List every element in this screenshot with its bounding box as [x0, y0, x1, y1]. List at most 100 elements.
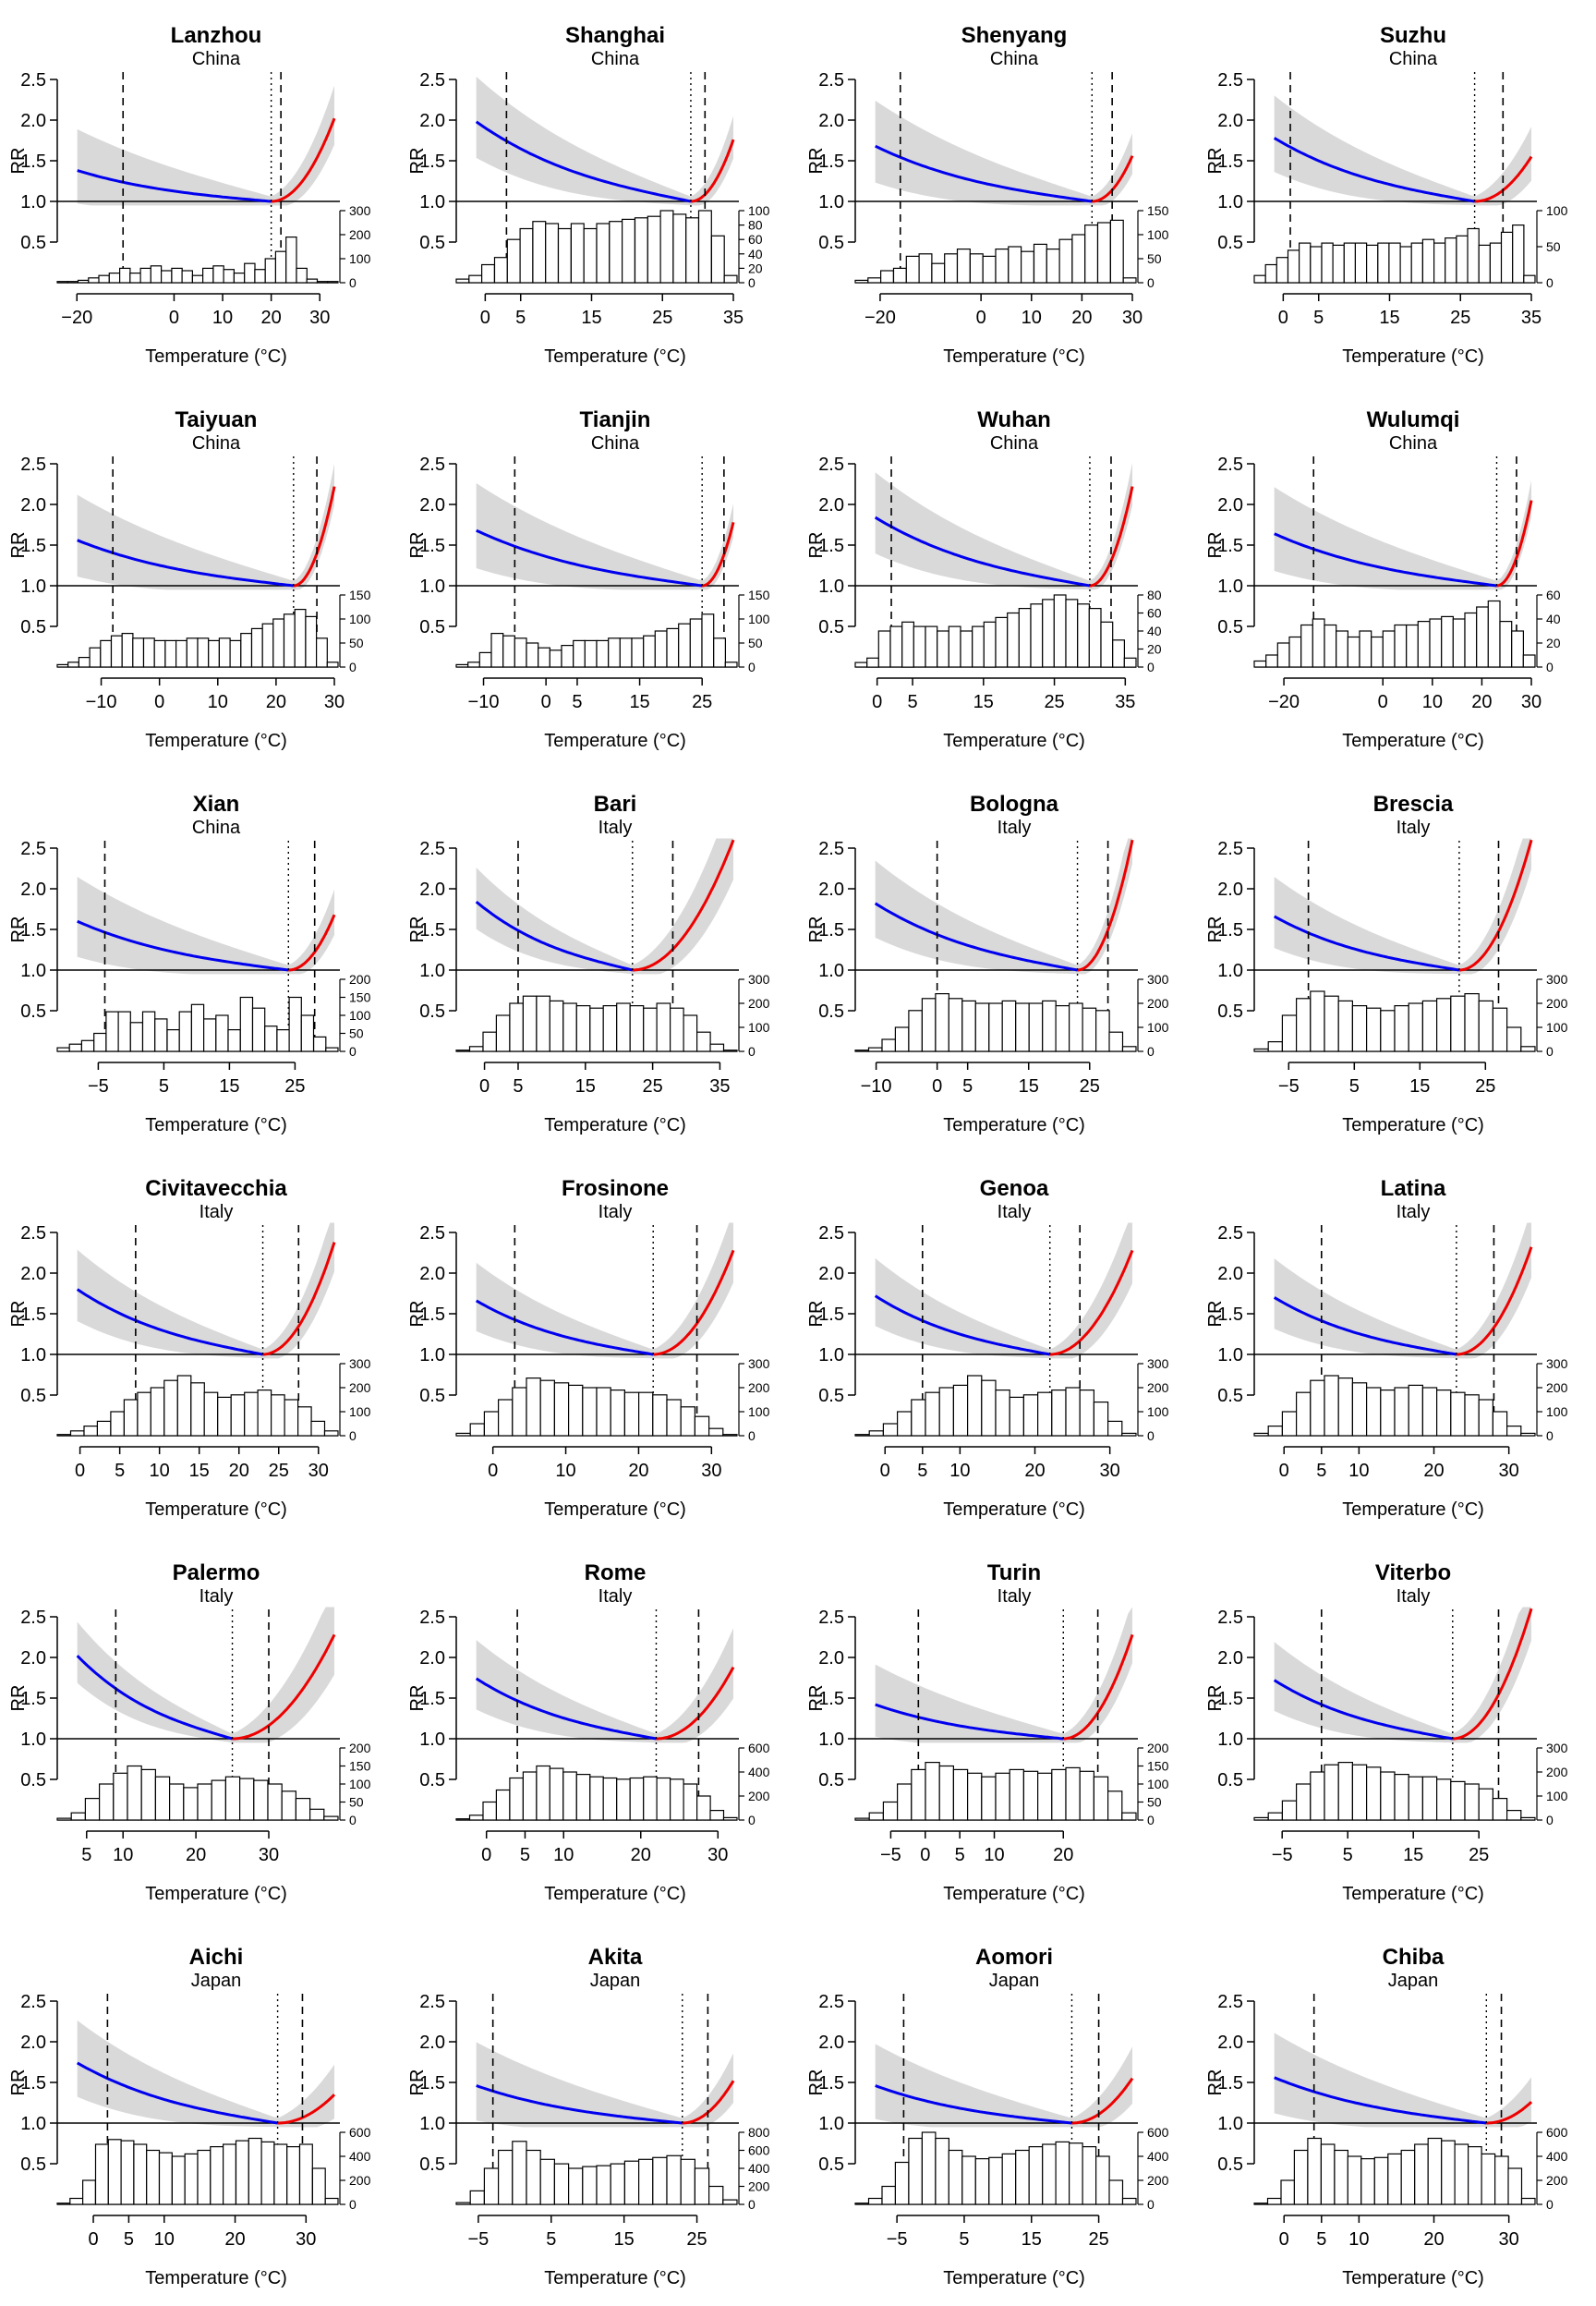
histogram-bar	[568, 1384, 584, 1437]
temperature-tick-label: 5	[115, 1461, 125, 1481]
panel-title: Xian	[193, 792, 240, 817]
heat-effect-curve	[1077, 839, 1134, 972]
panel-title: Wuhan	[977, 407, 1051, 432]
x-axis-label: Temperature (°C)	[1342, 1499, 1484, 1520]
temperature-tick-label: 10	[154, 2229, 175, 2250]
temperature-axis: 0 5 15 25 35	[480, 293, 744, 328]
histogram-bar	[582, 1387, 598, 1437]
rr-tick-label: 2.0	[818, 1648, 844, 1669]
temperature-axis: −20 0 10 20 30	[1268, 677, 1542, 712]
histogram-bar	[1436, 1390, 1452, 1437]
histogram-bar	[1347, 2155, 1362, 2205]
temperature-tick-label: 35	[1115, 692, 1135, 712]
temperature-histogram	[854, 1375, 1137, 1437]
ci-band	[875, 100, 1132, 206]
histogram-bar	[619, 637, 633, 668]
histogram-bar	[313, 1036, 327, 1052]
histogram-bar	[1121, 1812, 1137, 1821]
histogram-bar	[539, 1379, 555, 1437]
ci-band	[1274, 95, 1531, 206]
histogram-bar	[1055, 2141, 1070, 2205]
temperature-tick-label: 10	[208, 692, 228, 712]
histogram-bar	[1122, 277, 1137, 284]
histogram-bar	[689, 618, 703, 668]
histogram-bar	[1280, 2179, 1296, 2205]
histogram-bar	[1112, 639, 1126, 668]
histogram-bar	[866, 657, 879, 668]
rr-tick-label: 2.5	[818, 70, 844, 91]
x-axis-label: Temperature (°C)	[145, 2268, 287, 2288]
temperature-histogram	[455, 1378, 738, 1437]
cold-effect-curve	[475, 1299, 654, 1356]
x-axis-label: Temperature (°C)	[1342, 1115, 1484, 1135]
panel-title: Bologna	[970, 792, 1059, 817]
histogram-bar	[1487, 600, 1501, 668]
panel-title: Aichi	[189, 1945, 244, 1970]
temperature-axis: −5 5 15 25	[887, 2215, 1109, 2250]
histogram-bar	[1324, 1764, 1339, 1821]
temperature-histogram	[455, 210, 738, 284]
histogram-bar	[868, 1430, 884, 1437]
rr-tick-label: 1.0	[818, 576, 844, 597]
histogram-bar	[1033, 243, 1047, 284]
x-axis-label: Temperature (°C)	[1342, 346, 1484, 367]
temperature-tick-label: 10	[553, 1845, 574, 1865]
rr-tick-label: 1.0	[1217, 1345, 1243, 1365]
y-axis-label: RR	[1205, 1685, 1226, 1712]
histogram-bar	[1096, 222, 1111, 284]
frequency-tick-label: 150	[748, 588, 770, 602]
histogram-bar	[230, 1394, 246, 1437]
histogram-bar	[983, 621, 997, 668]
histogram-bar	[1366, 1766, 1382, 1821]
histogram-bar	[685, 217, 700, 284]
frequency-tick-label: 200	[349, 1741, 371, 1755]
histogram-bar	[1295, 1391, 1312, 1437]
frequency-tick-label: 0	[1147, 1428, 1155, 1443]
frequency-axis: 0 50 100	[1536, 203, 1568, 290]
frequency-tick-label: 20	[1546, 636, 1561, 650]
histogram-bar	[666, 2154, 682, 2205]
panel-subtitle: China	[192, 49, 241, 69]
heat-effect-curve	[1063, 1633, 1134, 1741]
histogram-bar	[1324, 995, 1339, 1052]
cold-effect-curve	[475, 120, 692, 203]
frequency-tick-label: 300	[1546, 1741, 1568, 1755]
frequency-tick-label: 400	[748, 1765, 770, 1779]
temperature-tick-label: 10	[949, 1461, 970, 1481]
histogram-bar	[1380, 1771, 1396, 1821]
histogram-bar	[1295, 1783, 1312, 1821]
histogram-bar	[261, 623, 274, 668]
histogram-bar	[854, 661, 868, 668]
temperature-tick-label: −10	[861, 1076, 892, 1097]
histogram-bar	[96, 1420, 112, 1437]
histogram-bar	[119, 267, 131, 284]
heat-effect-curve	[1486, 2101, 1533, 2125]
y-axis-label: RR	[407, 1685, 428, 1712]
histogram-bar	[146, 2149, 161, 2205]
rr-tick-label: 0.5	[1217, 617, 1243, 637]
heat-effect-curve	[1452, 1608, 1533, 1741]
histogram-bar	[526, 2149, 541, 2205]
histogram-bar	[1069, 2142, 1083, 2205]
frequency-axis: 0 50 100 150	[339, 588, 371, 674]
histogram-bar	[532, 221, 547, 284]
cold-effect-curve	[475, 900, 634, 972]
histogram-bar	[995, 1390, 1010, 1437]
temperature-histogram	[1253, 225, 1536, 284]
frequency-tick-label: 100	[748, 1020, 770, 1035]
temperature-axis: −5 5 15 25	[467, 2215, 707, 2250]
histogram-bar	[197, 1783, 212, 1821]
frequency-tick-label: 600	[748, 1741, 770, 1755]
frequency-tick-label: 300	[1546, 1356, 1568, 1371]
frequency-tick-label: 200	[748, 1380, 770, 1395]
histogram-bar	[223, 269, 236, 284]
rr-tick-label: 2.5	[818, 1992, 844, 2012]
histogram-bar	[1051, 1390, 1067, 1437]
rr-axis: 0.5 1.0 1.5 2.0 2.5	[419, 1608, 457, 1790]
histogram-bar	[83, 1426, 99, 1437]
frequency-tick-label: 600	[1147, 2125, 1169, 2140]
histogram-bar	[326, 661, 339, 668]
histogram-bar	[1351, 1764, 1368, 1821]
